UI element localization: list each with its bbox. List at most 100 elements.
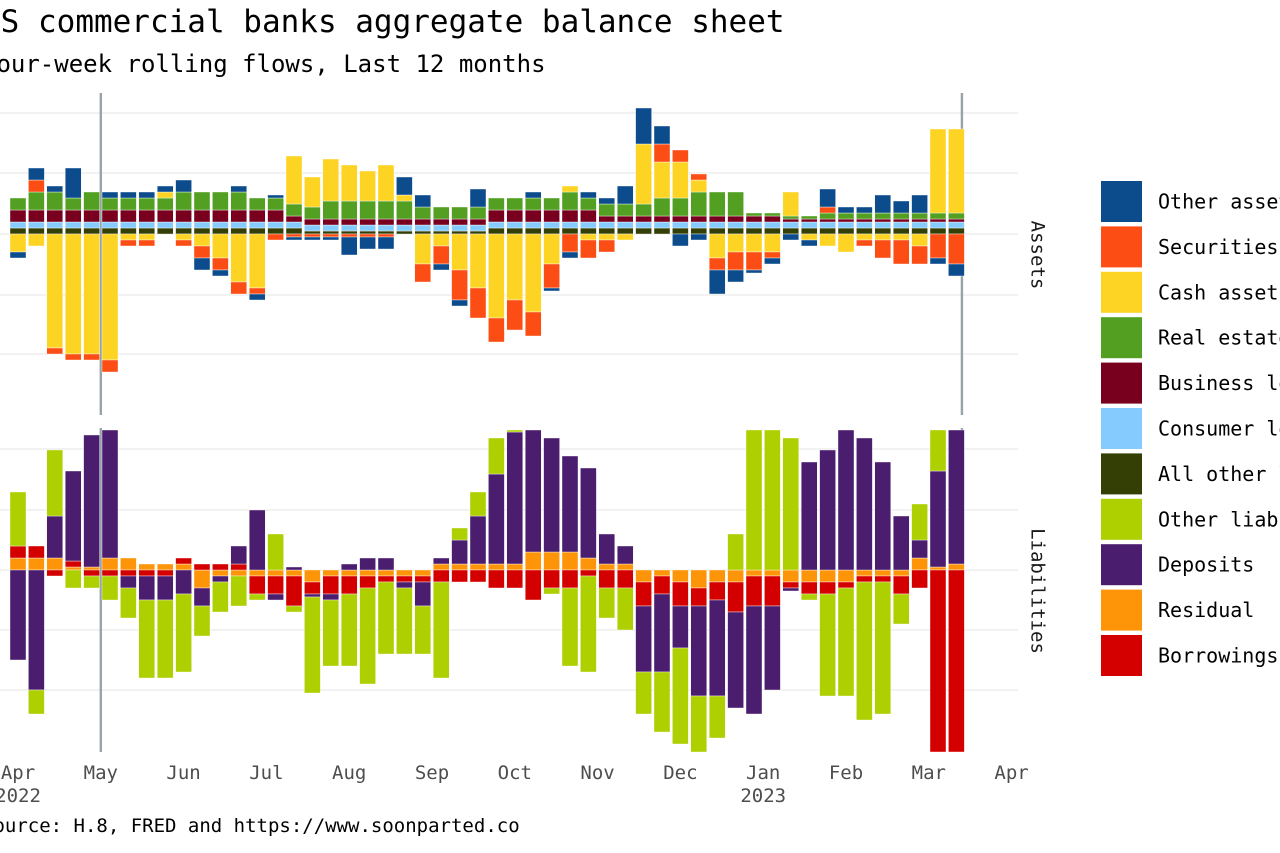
bar-assets-w24-business-loans	[451, 218, 468, 226]
bar-liabilities-w46-residual	[856, 569, 873, 577]
bar-assets-w32-real-estate-loans	[598, 203, 615, 217]
bar-assets-w22-business-loans	[414, 218, 431, 226]
bar-assets-w6-securities	[120, 239, 137, 247]
bar-liabilities-w33-other-liabilities	[617, 587, 634, 631]
bar-assets-w15-all-other-loans	[285, 227, 303, 235]
bar-liabilities-w49-residual	[911, 557, 928, 571]
bar-assets-w38-other-assets	[709, 269, 726, 295]
bar-liabilities-w16-borrowings	[304, 581, 321, 595]
bar-assets-w10-consumer-loans	[193, 221, 211, 229]
legend-key-other-assets	[1101, 181, 1142, 222]
x-tick-label-4: Aug	[332, 762, 366, 784]
bar-liabilities-w23-deposits	[433, 557, 450, 565]
bar-liabilities-w3-other-liabilities	[64, 569, 82, 589]
bar-assets-w21-consumer-loans	[396, 224, 413, 232]
bar-liabilities-w36-borrowings	[672, 581, 689, 607]
bar-assets-w16-all-other-loans	[304, 230, 321, 235]
bar-liabilities-w41-deposits	[764, 605, 781, 691]
bar-liabilities-w15-borrowings	[285, 575, 303, 607]
bar-liabilities-w16-deposits	[304, 593, 321, 598]
bar-assets-w9-cash-assets	[175, 233, 192, 241]
bar-liabilities-w43-borrowings	[801, 581, 818, 595]
legend-key-residual	[1101, 589, 1142, 631]
bar-assets-w50-consumer-loans	[929, 221, 947, 229]
bar-liabilities-w44-other-liabilities	[819, 593, 836, 697]
bar-assets-w28-securities	[525, 311, 542, 337]
bar-assets-w34-all-other-loans	[635, 227, 652, 235]
bar-liabilities-w29-deposits	[543, 437, 560, 553]
bar-assets-w47-consumer-loans	[874, 221, 891, 229]
bar-assets-w26-cash-assets	[488, 233, 505, 319]
bar-assets-w33-business-loans	[617, 215, 634, 223]
bar-liabilities-w22-residual	[414, 569, 431, 577]
bar-assets-w7-consumer-loans	[138, 221, 156, 229]
bar-assets-w37-securities	[690, 173, 707, 181]
bar-liabilities-w10-deposits	[193, 587, 211, 607]
bar-assets-w31-securities	[580, 239, 597, 259]
bar-liabilities-w11-residual	[212, 569, 229, 577]
bar-liabilities-w21-other-liabilities	[396, 587, 413, 655]
bar-liabilities-w9-deposits	[175, 569, 192, 595]
bar-assets-w44-consumer-loans	[819, 221, 836, 229]
bar-liabilities-w2-deposits	[46, 515, 63, 559]
bar-liabilities-w34-borrowings	[635, 581, 652, 607]
bar-assets-w13-consumer-loans	[248, 221, 266, 229]
bar-assets-w17-all-other-loans	[322, 230, 339, 235]
bar-assets-w38-real-estate-loans	[709, 191, 726, 217]
bar-liabilities-w17-other-liabilities	[322, 599, 339, 667]
bar-liabilities-w20-residual	[377, 569, 395, 577]
bar-liabilities-w0-other-liabilities	[9, 491, 27, 547]
bar-liabilities-w10-other-liabilities	[193, 605, 211, 637]
bar-liabilities-w1-other-liabilities	[28, 689, 45, 715]
bar-assets-w34-real-estate-loans	[635, 203, 652, 217]
bar-assets-w37-business-loans	[690, 215, 707, 223]
bar-assets-w25-business-loans	[469, 218, 487, 226]
bar-assets-w10-all-other-loans	[193, 227, 211, 235]
x-tick-label-9: Jan	[746, 762, 780, 784]
bar-liabilities-w2-residual	[46, 557, 63, 571]
bar-assets-w40-real-estate-loans	[745, 212, 763, 217]
bar-assets-w27-business-loans	[506, 209, 523, 223]
bar-assets-w4-business-loans	[83, 209, 100, 223]
bar-assets-w20-all-other-loans	[377, 230, 395, 235]
legend: Other assets Securities Cash assets Real es…	[1101, 181, 1280, 676]
bar-assets-w29-real-estate-loans	[543, 197, 560, 211]
bar-assets-w26-real-estate-loans	[488, 197, 505, 211]
x-tick-label-11: Mar	[912, 762, 946, 784]
bar-liabilities-w4-deposits	[83, 434, 100, 568]
bar-liabilities-w9-other-liabilities	[175, 593, 192, 673]
bar-liabilities-w41-residual	[764, 569, 781, 577]
bar-assets-w45-all-other-loans	[837, 227, 855, 235]
bar-assets-w1-all-other-loans	[28, 227, 45, 235]
bar-liabilities-w14-residual	[267, 569, 284, 577]
bar-assets-w42-all-other-loans	[782, 227, 799, 235]
x-tick-label-2: Jun	[166, 762, 200, 784]
bar-assets-w38-consumer-loans	[709, 221, 726, 229]
bar-liabilities-w35-borrowings	[653, 575, 671, 595]
bar-liabilities-w27-borrowings	[506, 569, 523, 589]
bar-assets-w13-business-loans	[248, 209, 266, 223]
legend-key-consumer-loans	[1101, 408, 1142, 449]
bar-assets-w17-cash-assets	[322, 158, 339, 202]
bar-assets-w47-real-estate-loans	[874, 212, 891, 220]
bar-assets-w12-business-loans	[230, 209, 248, 223]
bar-assets-w18-other-assets	[341, 236, 358, 256]
bar-assets-w0-other-assets	[9, 251, 27, 259]
bar-assets-w42-business-loans	[782, 218, 799, 223]
bar-liabilities-w11-deposits	[212, 575, 229, 583]
x-tick-label-3: Jul	[249, 762, 283, 784]
bar-assets-w5-real-estate-loans	[101, 197, 119, 211]
bar-assets-w10-other-assets	[193, 257, 211, 271]
bar-liabilities-w48-borrowings	[893, 575, 910, 595]
facet-label-assets: Assets	[1027, 221, 1049, 290]
bar-liabilities-w51-residual	[948, 563, 965, 571]
bar-liabilities-w43-deposits	[801, 461, 818, 571]
bar-liabilities-w39-deposits	[727, 611, 744, 709]
bar-liabilities-w0-residual	[9, 557, 27, 571]
bar-liabilities-w11-other-liabilities	[212, 581, 229, 613]
bar-assets-w49-all-other-loans	[911, 227, 928, 235]
bar-assets-w19-real-estate-loans	[359, 200, 376, 220]
bar-liabilities-w25-borrowings	[469, 569, 487, 583]
bar-liabilities-w16-residual	[304, 569, 321, 583]
